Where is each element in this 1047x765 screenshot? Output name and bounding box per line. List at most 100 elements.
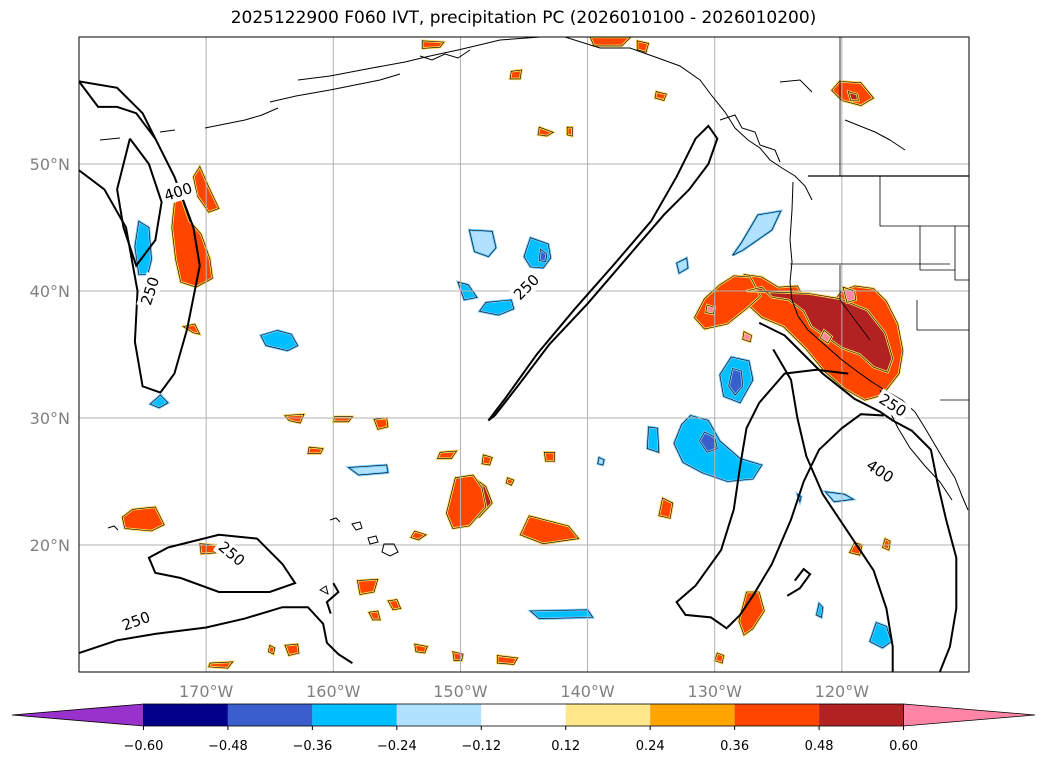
- precip-region-outline: [816, 602, 824, 618]
- precip-region-outline: [654, 91, 667, 101]
- precip-region-outline: [676, 257, 689, 274]
- precip-region-outline: [284, 413, 305, 424]
- precip-region-outline: [284, 643, 300, 656]
- ivt-contour-line: [147, 533, 297, 593]
- colorbar: −0.60 −0.48 −0.36 −0.24 −0.12 0.12 0.24 0.36 0.4…: [11, 703, 1036, 754]
- precip-region-outline: [452, 651, 464, 661]
- precip-region-outline: [182, 323, 201, 335]
- precip-region-outline: [597, 456, 605, 466]
- precip-region-outline: [357, 578, 379, 595]
- precip-region-outline: [509, 69, 522, 80]
- precip-region-outline: [478, 299, 515, 316]
- precip-region: [120, 505, 166, 533]
- ivt-contour-line: [786, 567, 812, 597]
- precip-region-outline: [347, 464, 389, 476]
- contour-label-bg: [117, 606, 156, 636]
- coastlines: [99, 37, 969, 595]
- precip-region-outline: [446, 474, 487, 529]
- precip-region: [480, 453, 494, 467]
- lon-tick-label: 160°W: [306, 682, 361, 701]
- lon-tick-label: 140°W: [560, 682, 615, 701]
- precip-region-outline: [149, 394, 169, 409]
- colorbar-bin: [312, 704, 397, 726]
- ivt-contours: [79, 80, 958, 672]
- colorbar-tick-label: −0.12: [461, 739, 501, 754]
- contour-label-bg: [860, 454, 900, 489]
- precip-region-outline: [457, 281, 478, 301]
- precip-region: [331, 415, 355, 424]
- chart-title: 2025122900 F060 IVT, precipitation PC (2…: [230, 8, 817, 28]
- precip-region-outline: [121, 506, 165, 532]
- contour-label-bg: [136, 272, 165, 310]
- ivt-contour-line: [758, 321, 958, 672]
- colorbar-extend-max: [903, 703, 1036, 727]
- colorbar-tick-label: −0.36: [292, 739, 332, 754]
- precip-region-outline: [719, 356, 754, 404]
- ivt-contour-line: [79, 606, 353, 664]
- colorbar-tick-label: 0.24: [636, 739, 665, 754]
- precip-region-outline: [849, 542, 863, 556]
- contour-label: 400: [162, 179, 195, 205]
- ivt-contour-line: [487, 124, 719, 422]
- precip-region-outline: [387, 599, 402, 611]
- map-frame: [78, 36, 970, 673]
- lat-tick-label: 30°N: [30, 409, 70, 428]
- precip-region-outline: [538, 248, 548, 263]
- colorbar-bin: [227, 704, 313, 726]
- lon-tick-label: 120°W: [815, 682, 870, 701]
- precip-region: [692, 274, 763, 331]
- precip-region-outline: [658, 497, 674, 519]
- precip-region-outline: [746, 286, 894, 373]
- precip-region-outline: [831, 81, 875, 106]
- precip-region: [645, 425, 661, 455]
- precip-region-outline: [307, 446, 324, 454]
- colorbar-extend-min: [11, 703, 144, 727]
- precip-region: [518, 514, 582, 545]
- precip-region: [477, 298, 516, 317]
- precip-region-outline: [842, 286, 857, 303]
- longitude-labels: 170°W 160°W 150°W 140°W 130°W 120°W: [179, 682, 869, 701]
- precip-region-outline: [742, 331, 752, 343]
- colorbar-tick-label: 0.36: [720, 739, 749, 754]
- precipitation-regions: [120, 37, 905, 670]
- precip-region-outline: [422, 40, 445, 49]
- precip-region-outline: [497, 655, 519, 665]
- precip-region-outline: [505, 477, 515, 486]
- precip-region-outline: [193, 165, 220, 213]
- ivt-contour-line: [675, 368, 849, 630]
- contour-label-bg: [508, 268, 545, 306]
- precip-region-outline: [468, 229, 497, 258]
- contour-label: 250: [137, 275, 163, 308]
- precip-region-outline: [268, 644, 276, 655]
- precip-region: [588, 37, 633, 48]
- colorbar-tick-label: −0.60: [124, 739, 164, 754]
- precip-region-outline: [694, 275, 761, 330]
- precip-region-outline: [847, 91, 859, 101]
- precip-region-outline: [368, 610, 381, 621]
- precip-region-outline: [705, 304, 716, 315]
- precip-region-outline: [738, 591, 765, 636]
- colorbar-tick-label: 0.48: [805, 739, 834, 754]
- precip-region: [445, 473, 488, 530]
- precip-region-outline: [543, 452, 555, 462]
- precip-region-outline: [824, 491, 855, 503]
- precip-region-outline: [529, 609, 594, 620]
- colorbar-tick-label: −0.48: [208, 739, 248, 754]
- contour-label-bg: [873, 388, 912, 423]
- precip-region: [731, 209, 783, 257]
- ivt-contour-line: [79, 80, 201, 394]
- lat-tick-label: 20°N: [30, 536, 70, 555]
- precip-region: [345, 463, 390, 477]
- lon-tick-label: 150°W: [433, 682, 488, 701]
- ivt-contour-line: [772, 348, 894, 672]
- precip-region-outline: [732, 210, 782, 256]
- colorbar-bin: [143, 704, 228, 726]
- precip-region-outline: [699, 431, 718, 453]
- colorbar-frame: [143, 703, 904, 727]
- precip-region-outline: [646, 426, 660, 453]
- precip-region-outline: [260, 330, 299, 352]
- precip-region-outline: [566, 126, 573, 137]
- ivt-contour-line: [325, 582, 340, 614]
